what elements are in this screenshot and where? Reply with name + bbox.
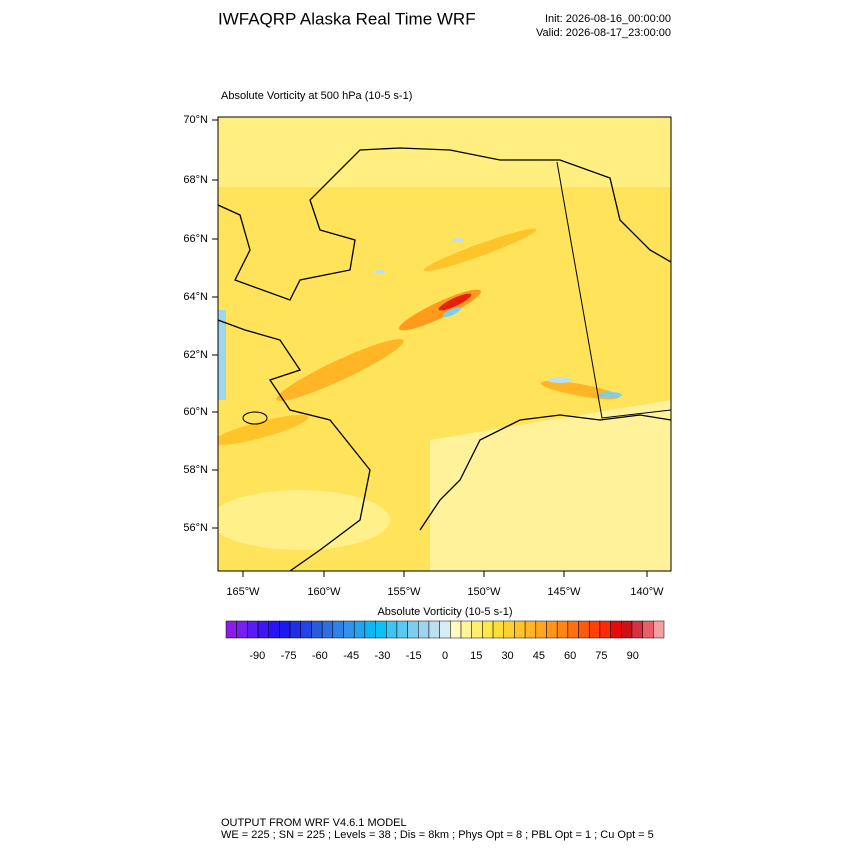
colorbar-tick-label: -75 (281, 650, 297, 662)
colorbar-box (321, 620, 334, 639)
colorbar-tick-label: -45 (343, 650, 359, 662)
colorbar-box (300, 620, 312, 639)
colorbar-box (407, 620, 419, 639)
colorbar-box (332, 620, 344, 639)
colorbar-box (385, 620, 398, 639)
colorbar-box (535, 620, 547, 639)
colorbar-tick-label: 15 (470, 650, 482, 662)
colorbar-box (225, 620, 237, 639)
lat-label: 64°N (183, 291, 208, 303)
lat-label: 60°N (183, 406, 208, 418)
lon-label: 150°W (467, 586, 501, 598)
colorbar-tick-label: 60 (564, 650, 576, 662)
colorbar: -90 -75 -60 -45 -30 -15 0 15 30 45 60 75 90 (225, 620, 665, 662)
colorbar-tick-label: -90 (249, 650, 265, 662)
colorbar-box (257, 620, 269, 639)
lon-label: 165°W (226, 586, 260, 598)
colorbar-tick-label: 0 (442, 650, 448, 662)
colorbar-box (428, 620, 440, 639)
colorbar-box (588, 620, 601, 639)
colorbar-title: Absolute Vorticity (10-5 s-1) (377, 606, 512, 618)
colorbar-box (599, 620, 611, 639)
colorbar-box (460, 620, 472, 639)
colorbar-box (556, 620, 569, 639)
lon-label: 160°W (307, 586, 341, 598)
colorbar-box (247, 620, 259, 639)
colorbar-box (524, 620, 537, 639)
colorbar-box (578, 620, 590, 639)
lat-label: 70°N (183, 114, 208, 126)
lon-label: 145°W (547, 586, 581, 598)
lat-label: 56°N (183, 522, 208, 534)
colorbar-box (514, 620, 526, 639)
colorbar-box (268, 620, 280, 639)
colorbar-box (364, 620, 376, 639)
colorbar-box (353, 620, 366, 639)
lon-label: 155°W (387, 586, 421, 598)
title: IWFAQRP Alaska Real Time WRF (218, 9, 476, 28)
colorbar-tick-label: -15 (406, 650, 422, 662)
colorbar-box (439, 620, 451, 639)
colorbar-box (567, 620, 579, 639)
colorbar-box (610, 620, 622, 639)
valid-time: Valid: 2026-08-17_23:00:00 (536, 27, 671, 39)
footer-line: WE = 225 ; SN = 225 ; Levels = 38 ; Dis … (221, 829, 654, 841)
colorbar-tick-label: -60 (312, 650, 328, 662)
vorticity-field (218, 117, 671, 571)
colorbar-box (642, 620, 654, 639)
colorbar-box (375, 620, 387, 639)
colorbar-tick-label: 75 (595, 650, 607, 662)
plot-label: Absolute Vorticity at 500 hPa (10-5 s-1) (221, 90, 412, 102)
colorbar-box (471, 620, 483, 639)
colorbar-tick-label: 30 (501, 650, 513, 662)
colorbar-box (418, 620, 430, 639)
map-frame (217, 116, 672, 572)
init-time: Init: 2026-08-16_00:00:00 (545, 13, 671, 25)
colorbar-box (482, 620, 494, 639)
colorbar-tick-label: -30 (374, 650, 390, 662)
footer-line: OUTPUT FROM WRF V4.6.1 MODEL (221, 817, 407, 829)
lon-label: 140°W (630, 586, 664, 598)
colorbar-box (396, 620, 408, 639)
colorbar-box (621, 620, 633, 639)
lat-labels: 70°N 68°N 66°N 64°N 62°N 60°N 58°N 56°N (183, 114, 218, 534)
lat-label: 62°N (183, 349, 208, 361)
colorbar-box (236, 620, 248, 639)
colorbar-tick-label: 45 (533, 650, 545, 662)
lat-label: 68°N (183, 174, 208, 186)
colorbar-box (546, 620, 558, 639)
colorbar-box (311, 620, 323, 639)
colorbar-box (653, 620, 665, 639)
colorbar-box (631, 620, 643, 639)
lat-label: 66°N (183, 233, 208, 245)
colorbar-box (450, 620, 462, 639)
colorbar-box (503, 620, 515, 639)
colorbar-box (343, 620, 355, 639)
lon-labels: 165°W 160°W 155°W 150°W 145°W 140°W (226, 571, 664, 598)
colorbar-box (289, 620, 302, 639)
colorbar-box (492, 620, 505, 639)
lat-label: 58°N (183, 464, 208, 476)
colorbar-tick-label: 90 (627, 650, 639, 662)
colorbar-box (279, 620, 291, 639)
